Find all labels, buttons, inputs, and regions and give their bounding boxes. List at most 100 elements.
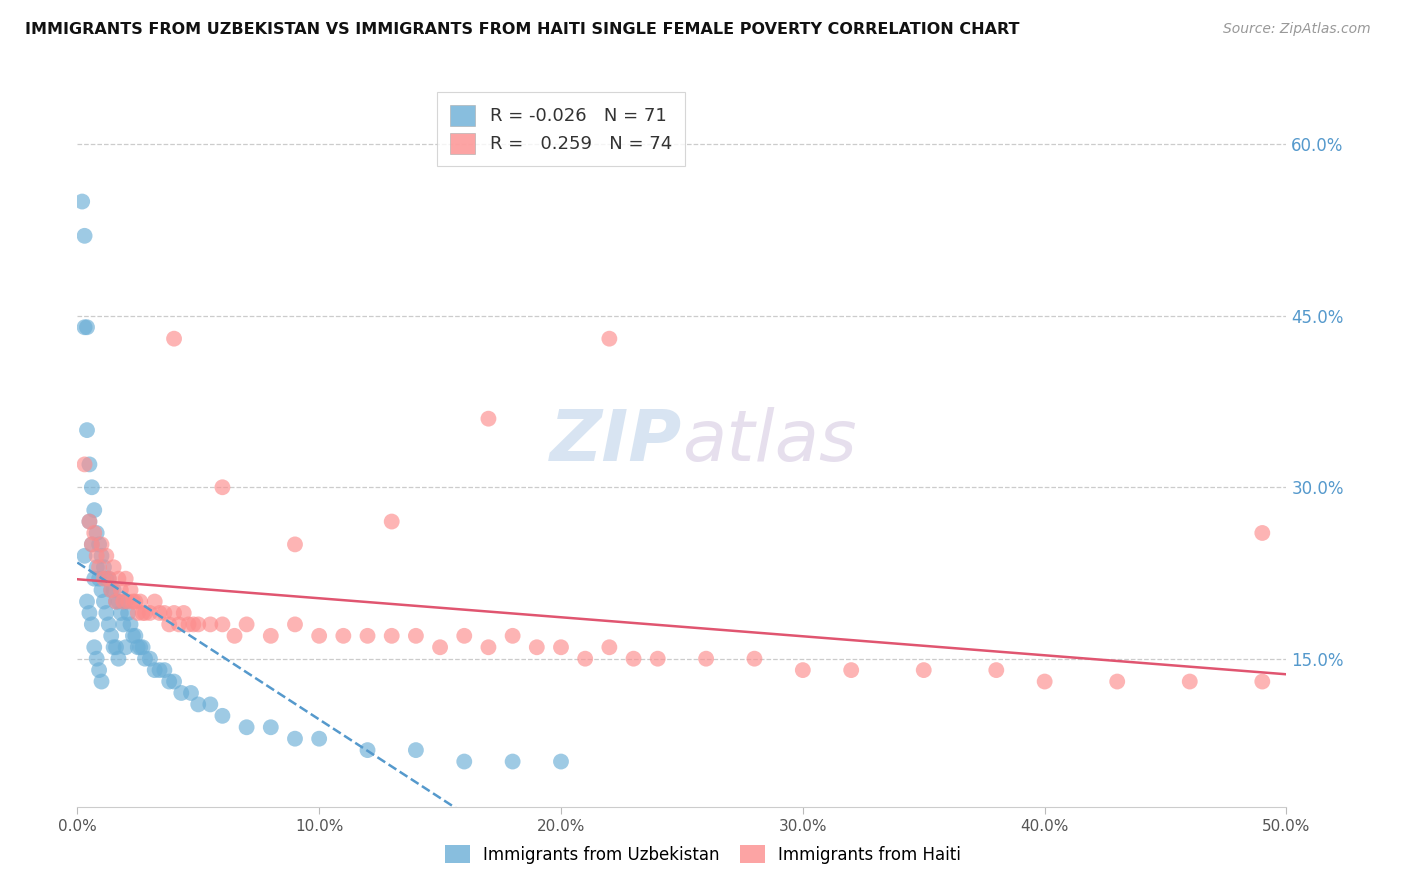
Point	[73, 549, 96, 563]
Point	[76, 594, 98, 608]
Point	[1251, 674, 1274, 689]
Point	[429, 640, 451, 655]
Point	[76, 320, 98, 334]
Point	[356, 743, 378, 757]
Point	[90, 537, 112, 551]
Point	[76, 423, 98, 437]
Point	[79, 515, 101, 529]
Point	[235, 720, 257, 734]
Point	[381, 629, 404, 643]
Point	[86, 549, 108, 563]
Point	[477, 640, 499, 655]
Point	[83, 572, 105, 586]
Point	[598, 332, 620, 346]
Point	[173, 606, 195, 620]
Point	[117, 606, 139, 620]
Point	[79, 458, 101, 472]
Point	[114, 572, 136, 586]
Point	[86, 525, 108, 540]
Point	[112, 594, 135, 608]
Point	[97, 617, 120, 632]
Point	[284, 731, 307, 746]
Point	[167, 617, 190, 632]
Point	[200, 698, 222, 712]
Point	[139, 651, 162, 665]
Text: ZIP: ZIP	[550, 407, 682, 476]
Point	[83, 640, 105, 655]
Point	[453, 629, 475, 643]
Point	[623, 651, 645, 665]
Point	[148, 606, 170, 620]
Point	[157, 617, 180, 632]
Point	[70, 194, 93, 209]
Point	[96, 572, 118, 586]
Point	[86, 651, 108, 665]
Point	[912, 663, 935, 677]
Point	[110, 583, 132, 598]
Point	[143, 663, 166, 677]
Point	[103, 640, 125, 655]
Point	[120, 583, 142, 598]
Point	[112, 617, 135, 632]
Point	[96, 549, 118, 563]
Point	[153, 606, 176, 620]
Point	[153, 663, 176, 677]
Point	[79, 606, 101, 620]
Point	[114, 594, 136, 608]
Point	[574, 651, 596, 665]
Point	[598, 640, 620, 655]
Point	[83, 503, 105, 517]
Point	[148, 663, 170, 677]
Point	[100, 629, 122, 643]
Point	[80, 537, 103, 551]
Point	[105, 594, 128, 608]
Text: IMMIGRANTS FROM UZBEKISTAN VS IMMIGRANTS FROM HAITI SINGLE FEMALE POVERTY CORREL: IMMIGRANTS FROM UZBEKISTAN VS IMMIGRANTS…	[25, 22, 1019, 37]
Point	[134, 606, 156, 620]
Point	[131, 606, 153, 620]
Point	[308, 629, 330, 643]
Point	[1251, 525, 1274, 540]
Point	[139, 606, 162, 620]
Point	[129, 594, 152, 608]
Point	[103, 560, 125, 574]
Point	[187, 617, 209, 632]
Point	[332, 629, 354, 643]
Point	[405, 743, 427, 757]
Point	[90, 583, 112, 598]
Point	[93, 572, 115, 586]
Point	[90, 549, 112, 563]
Point	[170, 686, 193, 700]
Point	[86, 560, 108, 574]
Point	[381, 515, 404, 529]
Point	[211, 480, 233, 494]
Point	[1033, 674, 1056, 689]
Point	[792, 663, 814, 677]
Point	[79, 515, 101, 529]
Point	[96, 606, 118, 620]
Point	[127, 640, 149, 655]
Point	[163, 332, 186, 346]
Point	[103, 583, 125, 598]
Point	[87, 537, 110, 551]
Point	[87, 663, 110, 677]
Text: atlas: atlas	[682, 407, 856, 476]
Point	[260, 629, 283, 643]
Point	[695, 651, 717, 665]
Point	[157, 674, 180, 689]
Point	[80, 617, 103, 632]
Point	[129, 640, 152, 655]
Point	[107, 651, 129, 665]
Point	[163, 674, 186, 689]
Point	[120, 617, 142, 632]
Point	[107, 572, 129, 586]
Point	[647, 651, 669, 665]
Point	[87, 560, 110, 574]
Point	[124, 594, 146, 608]
Point	[83, 525, 105, 540]
Point	[110, 606, 132, 620]
Point	[200, 617, 222, 632]
Point	[97, 572, 120, 586]
Point	[1178, 674, 1201, 689]
Point	[90, 674, 112, 689]
Legend: R = -0.026   N = 71, R =   0.259   N = 74: R = -0.026 N = 71, R = 0.259 N = 74	[437, 92, 685, 167]
